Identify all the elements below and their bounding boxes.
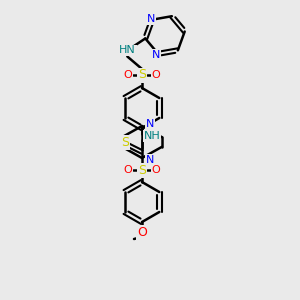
Text: NH: NH xyxy=(144,131,160,141)
Text: HN: HN xyxy=(119,46,136,56)
Text: N: N xyxy=(146,119,154,129)
Text: S: S xyxy=(138,68,146,82)
Text: S: S xyxy=(138,164,146,176)
Text: O: O xyxy=(124,165,132,175)
Text: N: N xyxy=(146,155,154,165)
Text: N: N xyxy=(152,50,160,60)
Text: S: S xyxy=(121,136,129,148)
Text: O: O xyxy=(152,70,160,80)
Text: N: N xyxy=(147,14,155,24)
Text: O: O xyxy=(152,165,160,175)
Text: O: O xyxy=(124,70,132,80)
Text: O: O xyxy=(137,226,147,238)
